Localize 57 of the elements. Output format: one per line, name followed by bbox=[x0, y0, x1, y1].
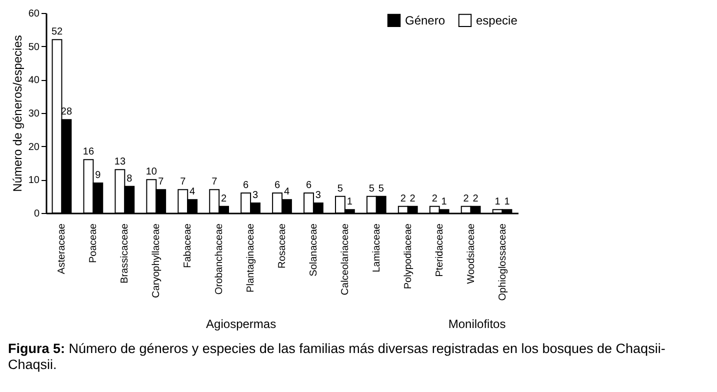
data-label: 1 bbox=[504, 196, 510, 208]
data-label: 2 bbox=[432, 193, 438, 204]
y-tick-label: 60 bbox=[28, 8, 40, 20]
x-tick-label: Caryophyllaceae bbox=[151, 223, 162, 298]
legend-label: Género bbox=[405, 13, 446, 28]
x-tick-label: Rosaceae bbox=[277, 223, 288, 269]
x-tick-label: Fabaceae bbox=[182, 223, 194, 268]
text: Figura 5: Número de géneros y especies de las familias más diversas registradas en los bosques de Chaqsii-Chaqsii. bbox=[8, 341, 666, 373]
data-label: 7 bbox=[180, 176, 186, 188]
data-label: 1 bbox=[494, 196, 501, 208]
y-tick-label: 20 bbox=[28, 142, 40, 153]
y-tick-label: 10 bbox=[28, 175, 40, 186]
text: Monilofitos bbox=[447, 317, 507, 331]
data-label: 2 bbox=[472, 193, 479, 204]
data-label: 1 bbox=[441, 196, 448, 208]
x-tick-label: Orobanchaceae bbox=[214, 223, 226, 295]
legend-label: especie bbox=[476, 13, 518, 28]
y-tick-label: 0 bbox=[34, 208, 40, 220]
data-label: 52 bbox=[51, 26, 64, 38]
data-label: 10 bbox=[146, 166, 158, 178]
data-label: 3 bbox=[252, 190, 258, 201]
data-label: 2 bbox=[221, 193, 228, 204]
y-tick-label: 50 bbox=[28, 42, 40, 53]
data-label: 7 bbox=[158, 176, 164, 188]
data-label: 8 bbox=[126, 173, 133, 184]
x-tick-label: Plantaginaceae bbox=[246, 223, 257, 292]
data-label: 2 bbox=[463, 193, 470, 204]
x-tick-label: Asteraceae bbox=[56, 223, 68, 274]
data-label: 7 bbox=[212, 176, 218, 188]
data-label: 2 bbox=[400, 193, 406, 204]
data-label: 5 bbox=[368, 183, 375, 194]
data-label: 13 bbox=[114, 156, 126, 168]
data-label: 5 bbox=[378, 183, 384, 194]
y-tick-label: 30 bbox=[28, 108, 40, 120]
data-label: 16 bbox=[82, 146, 94, 158]
x-tick-label: Solanaceae bbox=[308, 223, 320, 276]
x-tick-label: Woodsiaceae bbox=[466, 223, 477, 284]
data-label: 3 bbox=[315, 190, 322, 201]
data-label: 1 bbox=[346, 196, 353, 208]
data-label: 9 bbox=[95, 170, 102, 181]
x-tick-label: Brassicaceae bbox=[120, 223, 131, 284]
x-tick-label: Poaceae bbox=[88, 223, 100, 263]
data-label: 6 bbox=[306, 180, 312, 191]
x-tick-label: Lamiaceae bbox=[371, 223, 382, 272]
data-label: 2 bbox=[410, 193, 416, 204]
x-tick-label: Pteridaceae bbox=[434, 223, 446, 277]
x-tick-label: Calceolariaceae bbox=[340, 223, 351, 296]
data-label: 5 bbox=[337, 183, 344, 194]
data-label: 4 bbox=[190, 186, 196, 198]
x-tick-label: Ophioglossaceae bbox=[497, 223, 508, 301]
data-label: 4 bbox=[284, 186, 290, 198]
data-label: 6 bbox=[274, 180, 280, 191]
text: Agiospermas bbox=[205, 317, 278, 331]
y-tick-label: 40 bbox=[28, 75, 40, 86]
data-label: 6 bbox=[243, 180, 250, 191]
x-tick-label: Polypodiaceae bbox=[402, 223, 414, 290]
y-axis-title: Número de géneros/especies bbox=[10, 35, 24, 192]
